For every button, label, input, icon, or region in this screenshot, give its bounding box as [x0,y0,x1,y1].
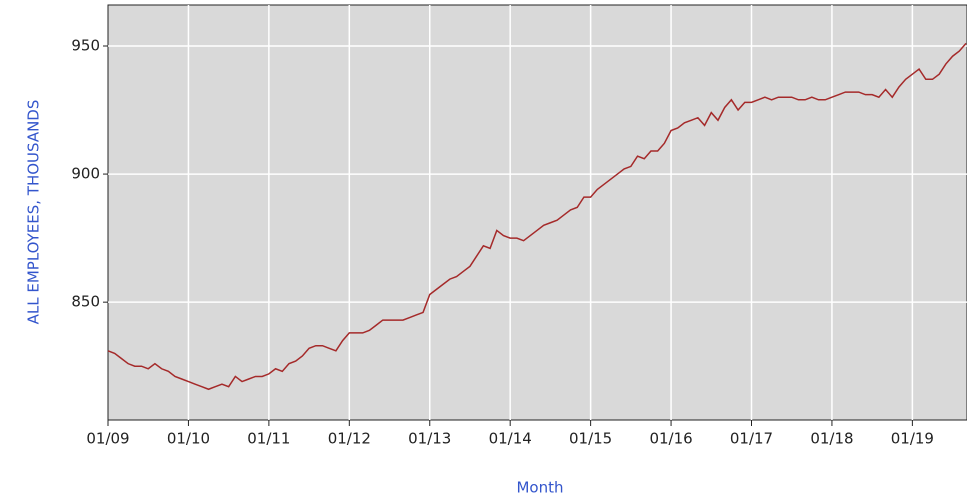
x-tick-label: 01/12 [328,430,371,448]
plot-area [107,4,967,421]
x-tick-label: 01/11 [247,430,290,448]
x-tick-label: 01/16 [649,430,692,448]
y-axis-label: ALL EMPLOYEES, THOUSANDS [25,100,43,325]
y-tick-label: 950 [71,36,100,54]
y-tick-label: 900 [71,165,100,183]
x-axis-label: Month [516,479,563,497]
x-tick-label: 01/18 [810,430,853,448]
x-tick-label: 01/19 [891,430,934,448]
x-tick-label: 01/13 [408,430,451,448]
x-tick-label: 01/14 [489,430,532,448]
x-tick-label: 01/17 [730,430,773,448]
x-tick-label: 01/10 [167,430,210,448]
x-tick-label: 01/15 [569,430,612,448]
x-tick-label: 01/09 [86,430,129,448]
y-tick-label: 850 [71,293,100,311]
data-line [107,42,967,391]
